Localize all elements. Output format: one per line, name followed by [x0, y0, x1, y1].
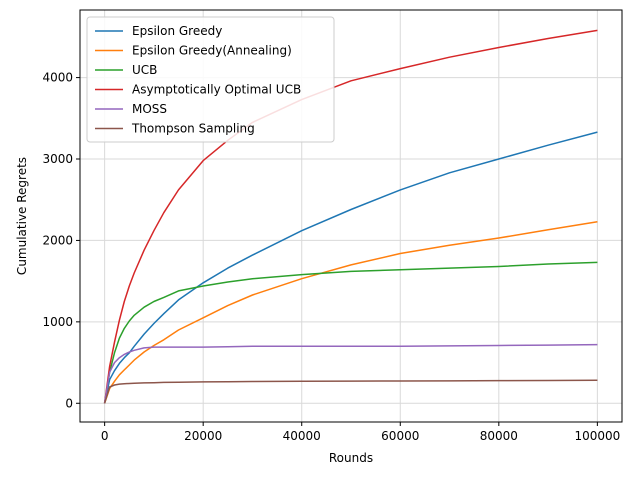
series-line-2: [103, 261, 598, 404]
y-tick-label: 0: [65, 396, 73, 410]
series-line-3: [103, 29, 598, 404]
x-tick-label: 20000: [184, 429, 222, 443]
legend: Epsilon Greedy Epsilon Greedy(Annealing) U…: [86, 16, 335, 143]
legend-label: MOSS: [132, 102, 167, 116]
series-line-4: [103, 343, 598, 404]
legend-label: Asymptotically Optimal UCB: [132, 83, 301, 97]
x-tick-label: 60000: [381, 429, 419, 443]
y-axis-label: Cumulative Regrets: [15, 157, 29, 275]
y-tick-label: 2000: [42, 233, 73, 247]
legend-label: UCB: [132, 63, 157, 77]
legend-label: Thompson Sampling: [131, 122, 255, 136]
y-tick-label: 3000: [42, 152, 73, 166]
x-tick-label: 0: [101, 429, 109, 443]
x-tick-label: 100000: [574, 429, 620, 443]
legend-label: Epsilon Greedy: [132, 24, 222, 38]
x-axis-label: Rounds: [329, 451, 373, 465]
x-tick-label: 40000: [283, 429, 321, 443]
series-lines: [103, 29, 598, 404]
x-tick-label: 80000: [480, 429, 518, 443]
series-line-0: [103, 131, 598, 404]
series-line-5: [103, 379, 598, 404]
series-line-1: [103, 220, 598, 404]
y-tick-label: 1000: [42, 315, 73, 329]
x-axis-ticks: 0 20000 40000 60000 80000 100000: [101, 422, 620, 443]
legend-label: Epsilon Greedy(Annealing): [132, 44, 292, 58]
plot-frame: [79, 9, 623, 423]
y-tick-label: 4000: [42, 71, 73, 85]
legend-box: [86, 16, 335, 143]
y-axis-ticks: 0 1000 2000 3000 4000: [42, 71, 80, 410]
